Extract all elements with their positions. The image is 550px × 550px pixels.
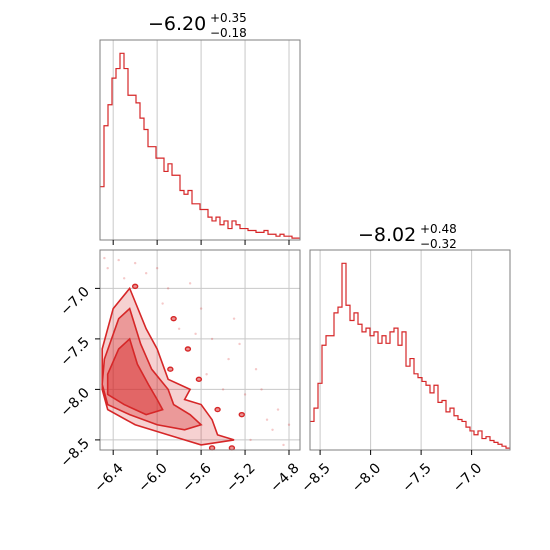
contour-island (184, 346, 192, 352)
contour-region-middle (101, 307, 203, 431)
contour-scatter-point (260, 388, 263, 391)
contour-x-tick-label: −5.2 (223, 460, 258, 495)
top-hist-title: −6.20 +0.35 −0.18 (148, 11, 247, 40)
contour-scatter-point (106, 266, 109, 270)
contour-island (228, 445, 236, 451)
contour-scatter-point (265, 418, 269, 421)
contour-y-tick-label: −7.0 (57, 284, 92, 319)
contour-x-tick-label: −6.4 (91, 460, 126, 495)
right-hist-frame (309, 249, 511, 451)
top-hist-title-value: −6.20 (148, 13, 206, 35)
contour-x-tick-label: −6.0 (135, 460, 170, 495)
contour-y-tick-label: −8.0 (57, 385, 92, 420)
right-hist-x-tick-label: −7.5 (399, 460, 434, 495)
contour-frame (99, 249, 301, 451)
contour-scatter-point (221, 388, 225, 391)
contour-scatter-point (166, 287, 170, 290)
contour-scatter-point (188, 282, 192, 285)
contour-island (170, 315, 177, 322)
contour-scatter-point (282, 443, 285, 447)
contour-y-tick-label: −7.5 (57, 334, 92, 369)
contour-scatter-point (117, 258, 120, 262)
contour-scatter-point (144, 272, 148, 275)
right-hist-series (310, 262, 510, 449)
contour-scatter-point (249, 438, 252, 442)
right-hist-title-value: −8.02 (358, 224, 416, 246)
contour-x-tick-label: −5.6 (179, 460, 214, 495)
contour-region-inner (106, 337, 164, 416)
top-hist-title-plus: +0.35 (210, 11, 247, 25)
contour-scatter-point (161, 302, 164, 305)
plot-layer: −6.4 −6.0 −5.6 −5.2 −4.8 −7.0 −7.5 −8.0 −8.5 −8.5… (57, 39, 511, 496)
right-hist-title-plus: +0.48 (420, 222, 457, 236)
right-hist-x-tick-label: −8.5 (298, 460, 333, 495)
contour-island (208, 445, 216, 451)
contour-island (167, 366, 174, 372)
contour-scatter-point (271, 428, 274, 431)
contour-scatter-point (122, 277, 126, 280)
contour-scatter-point (103, 256, 106, 260)
contour-island (214, 406, 221, 413)
contour-scatter-point (254, 367, 258, 371)
contour-island (131, 283, 139, 290)
top-hist-title-minus: −0.18 (210, 26, 247, 40)
contour-x-tick-label: −4.8 (267, 460, 302, 495)
contour-scatter-point (205, 373, 208, 376)
contour-scatter-point (210, 337, 214, 341)
contour-scatter-point (232, 317, 236, 320)
right-hist-title-minus: −0.32 (420, 237, 457, 251)
contour-scatter-point (177, 327, 181, 330)
right-hist-x-tick-label: −8.0 (349, 460, 384, 495)
contour-scatter-point (155, 266, 159, 270)
contour-y-tick-label: −8.5 (57, 435, 92, 470)
contour-island (238, 411, 245, 418)
contour-scatter-point (199, 307, 203, 310)
contour-island (195, 376, 203, 382)
contour-scatter-point (227, 357, 230, 361)
right-hist-x-tick-label: −7.0 (450, 460, 485, 495)
contour-scatter-point (243, 393, 247, 396)
contour-scatter-point (276, 408, 280, 411)
top-hist-series (100, 52, 300, 239)
top-hist-frame (99, 39, 301, 241)
contour-scatter-point (238, 342, 241, 346)
contour-scatter-point (133, 261, 137, 265)
contour-scatter-point (287, 423, 291, 426)
contour-scatter-point (194, 332, 197, 336)
right-hist-title: −8.02 +0.48 −0.32 (358, 222, 457, 251)
